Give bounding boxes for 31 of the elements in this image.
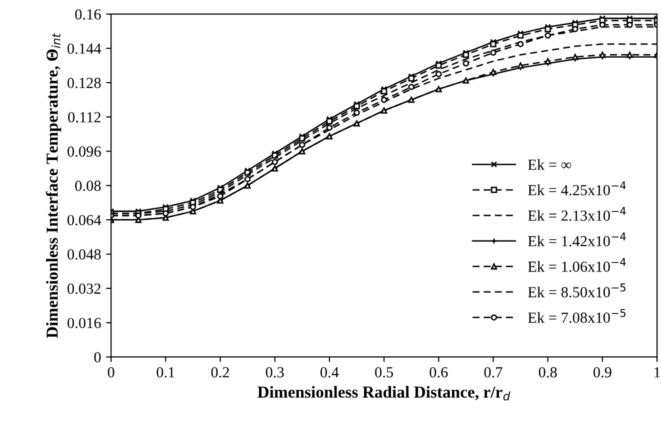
x-axis-title: Dimensionless Radial Distance, r/r$_{d}$ <box>258 386 510 400</box>
y-tick-label: 0.16 <box>75 9 101 20</box>
legend-label: Ek = 1.06x10$^{−4}$ <box>528 258 626 272</box>
x-tick-label: 0.3 <box>266 367 284 378</box>
x-tick-label: 1 <box>654 367 660 378</box>
y-tick-label: 0.032 <box>68 284 100 294</box>
x-tick-label: 0.1 <box>156 367 174 378</box>
y-tick-label: 0.144 <box>68 44 102 54</box>
x-tick-label: 0.2 <box>211 367 229 378</box>
y-tick-label: 0.064 <box>68 214 102 226</box>
x-tick-label: 0.9 <box>593 367 612 378</box>
x-tick-label: 0 <box>108 367 114 378</box>
y-tick-label: 0.112 <box>68 112 100 122</box>
y-axis-title: Dimensionless Interface Temperature, Θ$_{int}$ <box>46 32 62 338</box>
legend-label: Ek = 8.50x10$^{−5}$ <box>528 284 626 298</box>
legend-label: Ek = 2.13x10$^{−4}$ <box>528 207 626 221</box>
y-tick-label: 0.016 <box>68 318 101 328</box>
x-tick-label: 0.4 <box>320 367 339 378</box>
y-tick-label: 0.048 <box>68 249 101 260</box>
legend-label: Ek = ∞ <box>528 159 572 170</box>
y-tick-label: 0.08 <box>75 180 101 192</box>
y-tick-label: 0 <box>94 352 101 362</box>
x-tick-label: 0.6 <box>430 367 448 378</box>
x-tick-label: 0.7 <box>484 367 502 378</box>
y-tick-label: 0.128 <box>68 78 101 88</box>
legend-label: Ek = 7.08x10$^{−5}$ <box>528 309 626 323</box>
legend-label: Ek = 4.25x10$^{−4}$ <box>528 182 626 196</box>
x-tick-label: 0.5 <box>375 367 393 378</box>
x-tick-label: 0.8 <box>538 367 557 378</box>
y-tick-label: 0.096 <box>68 146 101 157</box>
legend-label: Ek = 1.42x10$^{−4}$ <box>528 232 626 246</box>
